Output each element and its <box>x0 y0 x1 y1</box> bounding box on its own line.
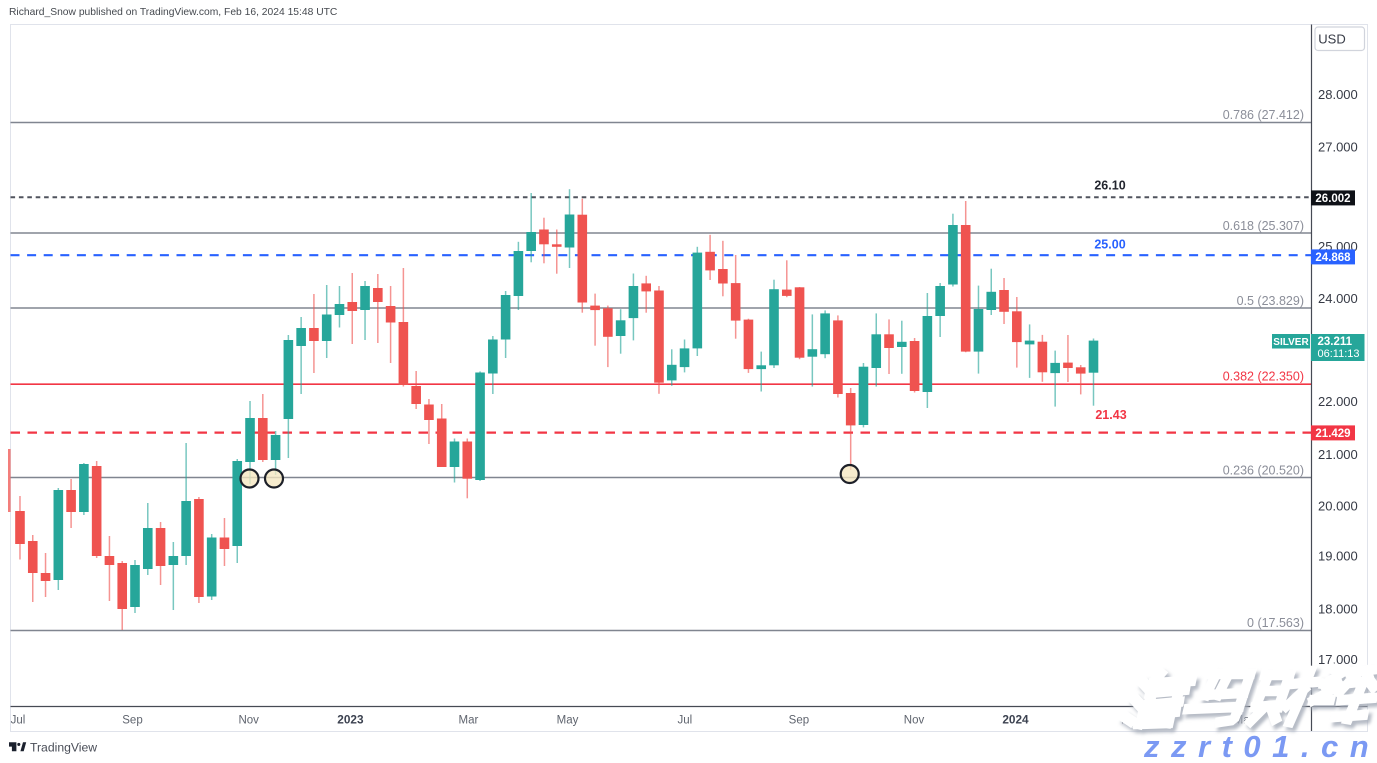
svg-text:Nov: Nov <box>904 715 925 727</box>
svg-text:0.5 (23.829): 0.5 (23.829) <box>1237 294 1304 308</box>
svg-text:SILVER: SILVER <box>1273 337 1309 348</box>
svg-text:17.000: 17.000 <box>1318 652 1358 667</box>
svg-text:2023: 2023 <box>337 713 364 727</box>
svg-text:28.000: 28.000 <box>1318 87 1358 102</box>
svg-text:19.000: 19.000 <box>1318 549 1358 564</box>
svg-text:22.000: 22.000 <box>1318 394 1358 409</box>
svg-text:TradingView: TradingView <box>30 741 97 755</box>
svg-text:Mar: Mar <box>458 715 478 727</box>
svg-text:26.10: 26.10 <box>1094 179 1125 193</box>
svg-text:USD: USD <box>1318 32 1345 47</box>
svg-text:Sep: Sep <box>789 715 809 727</box>
svg-text:24.000: 24.000 <box>1318 291 1358 306</box>
svg-text:2024: 2024 <box>1002 713 1029 727</box>
svg-text:18.000: 18.000 <box>1318 602 1358 617</box>
svg-text:Jul: Jul <box>11 715 26 727</box>
svg-text:0 (17.563): 0 (17.563) <box>1247 616 1304 630</box>
svg-text:24.868: 24.868 <box>1315 252 1351 264</box>
svg-text:21.43: 21.43 <box>1095 408 1126 422</box>
svg-text:Nov: Nov <box>238 715 259 727</box>
svg-text:26.002: 26.002 <box>1315 193 1350 205</box>
svg-text:May: May <box>557 715 579 727</box>
svg-text:zzrt01.cn: zzrt01.cn <box>1143 729 1377 763</box>
svg-text:06:11:13: 06:11:13 <box>1318 348 1360 360</box>
svg-text:0.382 (22.350): 0.382 (22.350) <box>1223 369 1304 383</box>
svg-text:25.00: 25.00 <box>1094 238 1125 252</box>
svg-text:0.618 (25.307): 0.618 (25.307) <box>1223 219 1304 233</box>
svg-text:21.429: 21.429 <box>1315 428 1350 440</box>
svg-text:27.000: 27.000 <box>1318 140 1358 155</box>
svg-text:0.786 (27.412): 0.786 (27.412) <box>1223 108 1304 122</box>
svg-text:23.211: 23.211 <box>1318 336 1353 348</box>
svg-text:21.000: 21.000 <box>1318 447 1358 462</box>
svg-text:20.000: 20.000 <box>1318 499 1358 514</box>
svg-text:0.236 (20.520): 0.236 (20.520) <box>1223 464 1304 478</box>
svg-text:Jul: Jul <box>677 715 692 727</box>
svg-text:Sep: Sep <box>122 715 142 727</box>
